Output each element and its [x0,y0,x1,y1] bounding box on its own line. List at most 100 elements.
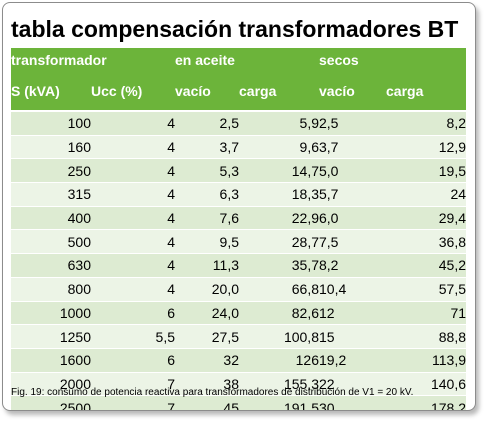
power-cell: 2000 [11,372,91,397]
oil-load-cell: 22,9 [239,206,319,231]
col-header-dry-load: carga [386,72,467,111]
ucc-cell: 4 [91,253,175,278]
dry-load-cell: 45,2 [386,253,467,278]
table-row: 250 4 5,3 14,7 5,0 19,5 [11,158,467,184]
dry-load-cell: 113,9 [386,348,467,373]
dry-noload-cell: 12 [319,301,386,326]
oil-noload-cell: 45 [175,395,239,410]
oil-load-cell: 155,3 [239,372,319,397]
ucc-cell: 4 [91,277,175,302]
table-row: 630 4 11,3 35,7 8,2 45,2 [11,253,467,278]
table-row: 2500 7 45 191,5 30 178,2 [11,395,467,410]
oil-noload-cell: 2,5 [175,111,239,136]
oil-noload-cell: 5,3 [175,158,239,184]
dry-noload-cell: 19,2 [319,348,386,373]
dry-load-cell: 12,9 [386,135,467,160]
power-cell: 1600 [11,348,91,373]
col-header-dry-noload: vacío [319,72,386,111]
power-cell: 400 [11,206,91,231]
oil-noload-cell: 38 [175,372,239,397]
dry-load-cell: 57,5 [386,277,467,302]
header-group-transformer: transformador [11,48,175,72]
col-header-oil-load: carga [239,72,319,111]
ucc-cell: 7 [91,372,175,397]
dry-load-cell: 178,2 [386,395,467,410]
dry-noload-cell: 5,7 [319,182,386,207]
table-row: 1000 6 24,0 82,6 12 71 [11,301,467,326]
table-row: 100 4 2,5 5,9 2,5 8,2 [11,111,467,136]
dry-load-cell: 8,2 [386,111,467,136]
ucc-cell: 5,5 [91,324,175,349]
oil-load-cell: 66,8 [239,277,319,302]
dry-noload-cell: 8,2 [319,253,386,278]
power-cell: 1000 [11,301,91,326]
dry-noload-cell: 5,0 [319,158,386,184]
dry-load-cell: 71 [386,301,467,326]
ucc-cell: 6 [91,301,175,326]
power-cell: 100 [11,111,91,136]
power-cell: 160 [11,135,91,160]
table-row: 500 4 9,5 28,7 7,5 36,8 [11,229,467,255]
oil-noload-cell: 3,7 [175,135,239,160]
dry-load-cell: 29,4 [386,206,467,231]
col-header-power: S (kVA) [11,72,91,111]
dry-noload-cell: 30 [319,395,386,410]
power-cell: 1250 [11,324,91,349]
dry-noload-cell: 7,5 [319,229,386,255]
header-group-oil: en aceite [175,48,319,72]
table-row: 1600 6 32 126 19,2 113,9 [11,348,467,373]
power-cell: 800 [11,277,91,302]
header-group-row: transformador en aceite secos [11,48,467,72]
dry-load-cell: 24 [386,182,467,207]
dry-load-cell: 88,8 [386,324,467,349]
oil-load-cell: 35,7 [239,253,319,278]
oil-load-cell: 18,3 [239,182,319,207]
oil-load-cell: 5,9 [239,111,319,136]
dry-noload-cell: 15 [319,324,386,349]
ucc-cell: 4 [91,135,175,160]
ucc-cell: 4 [91,111,175,136]
col-header-ucc: Ucc (%) [91,72,175,111]
power-cell: 500 [11,229,91,255]
dry-load-cell: 140,6 [386,372,467,397]
table-row: 400 4 7,6 22,9 6,0 29,4 [11,206,467,231]
table-body: 100 4 2,5 5,9 2,5 8,2 160 4 3,7 9,6 3,7 12,9 250 4 5,3… [11,111,467,410]
header-column-row: S (kVA) Ucc (%) vacío carga vacío carga [11,72,467,111]
ucc-cell: 6 [91,348,175,373]
oil-noload-cell: 6,3 [175,182,239,207]
table-row: 800 4 20,0 66,8 10,4 57,5 [11,277,467,302]
ucc-cell: 7 [91,395,175,410]
power-cell: 630 [11,253,91,278]
dry-noload-cell: 6,0 [319,206,386,231]
oil-noload-cell: 7,6 [175,206,239,231]
oil-noload-cell: 32 [175,348,239,373]
oil-load-cell: 126 [239,348,319,373]
col-header-oil-noload: vacío [175,72,239,111]
oil-noload-cell: 27,5 [175,324,239,349]
table-title: tabla compensación transformadores BT [11,16,459,42]
oil-load-cell: 82,6 [239,301,319,326]
compensation-table: transformador en aceite secos S (kVA) Uc… [11,48,467,410]
oil-load-cell: 9,6 [239,135,319,160]
power-cell: 250 [11,158,91,184]
table-row: 315 4 6,3 18,3 5,7 24 [11,182,467,207]
table-row: 2000 7 38 155,3 22 140,6 [11,372,467,397]
oil-load-cell: 191,5 [239,395,319,410]
power-cell: 2500 [11,395,91,410]
table-row: 1250 5,5 27,5 100,8 15 88,8 [11,324,467,349]
oil-noload-cell: 9,5 [175,229,239,255]
dry-noload-cell: 2,5 [319,111,386,136]
ucc-cell: 4 [91,206,175,231]
figure-frame: tabla compensación transformadores BT tr… [2,2,476,411]
oil-load-cell: 28,7 [239,229,319,255]
header-group-dry: secos [319,48,467,72]
power-cell: 315 [11,182,91,207]
oil-load-cell: 14,7 [239,158,319,184]
dry-noload-cell: 22 [319,372,386,397]
ucc-cell: 4 [91,158,175,184]
oil-noload-cell: 24,0 [175,301,239,326]
oil-load-cell: 100,8 [239,324,319,349]
dry-noload-cell: 10,4 [319,277,386,302]
dry-load-cell: 36,8 [386,229,467,255]
oil-noload-cell: 20,0 [175,277,239,302]
